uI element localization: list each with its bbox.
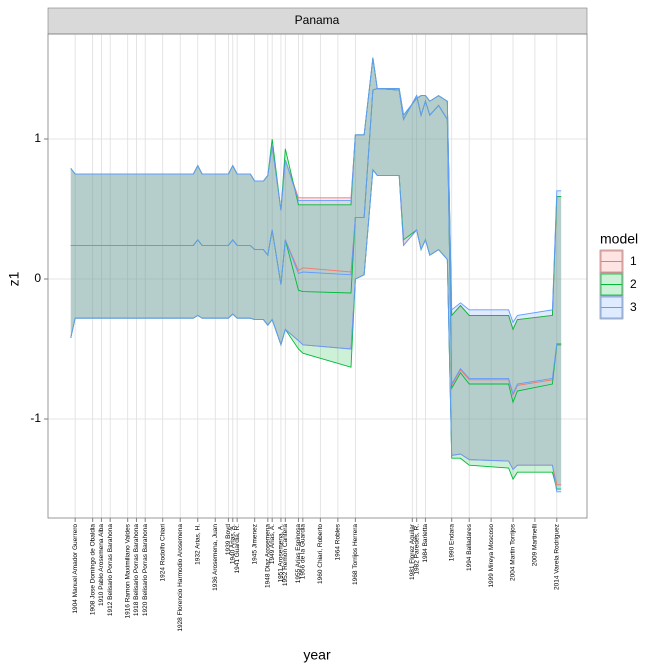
ribbon	[70, 57, 562, 485]
x-tick-label: 1939 Boyd	[225, 524, 232, 555]
x-tick-label: 1908 Jose Domingo de Obaldia	[89, 524, 96, 615]
x-tick-label: 1920 Belisario Porras Barahona	[142, 524, 149, 617]
facet-label: Panama	[295, 13, 340, 27]
x-tick-label: 1968 Torrijos Herrera	[352, 524, 359, 585]
x-tick-label: 1952 Remon Cantera	[282, 524, 289, 587]
x-tick-label: 1940 Arias, A.	[229, 524, 236, 564]
x-tick-label: 2004 Martin Torrijos	[510, 523, 517, 581]
x-tick-label: 1928 Florencio Harmodio Arosemena	[177, 524, 184, 632]
mean-line	[70, 88, 562, 396]
x-tick-label: 1982 Paredes, R.	[413, 524, 420, 575]
y-tick-label: 0	[34, 271, 41, 285]
legend: 1 2 3	[599, 249, 637, 320]
x-tick-label: 1956 de la Guardia	[300, 524, 307, 580]
x-axis-title: year	[303, 647, 331, 663]
legend-label: 2	[630, 277, 637, 291]
x-tick-label: 1981 Florez Aguilar	[409, 523, 416, 580]
ribbon	[70, 57, 562, 490]
x-tick-label: 1999 Mireya Moscoso	[488, 524, 495, 588]
legend-title: model	[600, 231, 638, 247]
x-tick-label: 1964 Robles	[335, 523, 342, 560]
x-tick-label: 1912 Belisario Porras Barahona	[107, 524, 114, 617]
x-tick-label: 1910 Pablo Arosemena Alba	[98, 524, 105, 606]
x-tick-label: 1984 Barletta	[422, 524, 429, 563]
y-tick-label: -1	[30, 411, 41, 425]
x-tick-label: 2009 Martinelli	[532, 524, 539, 566]
legend-label: 3	[630, 300, 637, 314]
bound-line	[70, 57, 562, 324]
x-tick-label: 1960 Chiari, Roberto	[317, 524, 324, 584]
x-tick-label: 1945 Jimenez	[251, 524, 258, 564]
x-tick-label: 1990 Endara	[448, 524, 455, 562]
x-tick-label: 1918 Belisario Porras Barahona	[133, 524, 140, 617]
bound-line	[70, 168, 562, 493]
y-tick-label: 1	[34, 131, 41, 145]
plot-area	[70, 57, 562, 493]
x-tick-label: 1955 Arias Espinosa	[295, 524, 302, 584]
x-tick-label: 1924 Rodolfo Chiari	[159, 524, 166, 581]
x-tick-label: 2014 Varela Rodriguez	[554, 524, 561, 590]
x-tick-label: 1936 Arosemena, Juan	[212, 524, 219, 591]
facet-strip	[47, 7, 588, 35]
x-tick-label: 1994 Balladares	[466, 523, 473, 571]
axes: -1 0 1 1904 Manuel Amador Guerrero 1908 Jose…	[30, 131, 560, 631]
x-tick-label: 1932 Arias, H.	[194, 524, 201, 565]
x-tick-label: 1949 Arias, A.	[269, 524, 276, 564]
x-tick-label: 1904 Manuel Amador Guerrero	[72, 524, 79, 614]
panel	[48, 34, 587, 518]
panel-border	[47, 33, 588, 519]
x-tick-label: 1948 Diaz Arosemena	[265, 524, 272, 588]
x-tick-label: 1916 Ramon Maximiliano Valdes	[124, 523, 131, 618]
ribbon	[70, 57, 562, 492]
legend-label: 1	[630, 254, 637, 268]
x-tick-label: 1941 Guardia, R.	[234, 524, 241, 574]
grid	[48, 34, 587, 518]
x-tick-label: 1951 Arosemena, A.	[278, 524, 285, 583]
y-axis-title: z1	[6, 271, 22, 286]
